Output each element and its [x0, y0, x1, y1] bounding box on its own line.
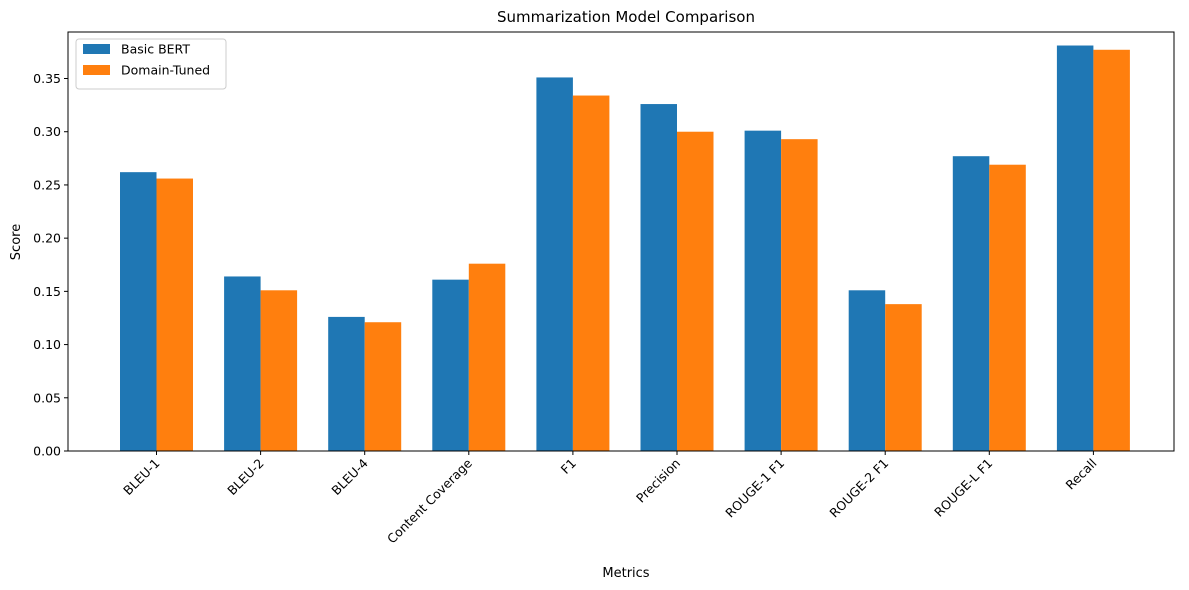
- legend: Basic BERT Domain-Tuned: [75, 38, 227, 90]
- bar-basic-bert: [224, 276, 261, 451]
- bar-basic-bert: [952, 156, 990, 451]
- bar-domain-tuned: [781, 139, 818, 451]
- bar-domain-tuned: [468, 263, 506, 451]
- x-tick-label: BLEU-4: [328, 455, 370, 497]
- bar-basic-bert: [744, 130, 782, 451]
- y-axis-label: Score: [9, 224, 24, 260]
- x-tick-label: BLEU-1: [120, 456, 162, 498]
- bar-basic-bert: [328, 316, 365, 451]
- bar-domain-tuned: [885, 304, 922, 451]
- bar-domain-tuned: [156, 178, 193, 451]
- x-tick-label: Recall: [1063, 456, 1100, 493]
- x-tick-label: ROUGE-1 F1: [722, 456, 787, 521]
- y-tick-label: 0.25: [33, 177, 61, 192]
- legend-box: [75, 38, 227, 90]
- bar-domain-tuned: [1093, 49, 1130, 451]
- y-tick-label: 0.00: [33, 444, 61, 459]
- bar-basic-bert: [1056, 45, 1094, 452]
- bar-domain-tuned: [572, 95, 610, 452]
- bars-layer: [120, 45, 1130, 452]
- bar-basic-bert: [432, 279, 469, 451]
- x-axis-label: Metrics: [602, 566, 649, 581]
- x-tick-label: BLEU-2: [224, 456, 266, 498]
- bar-domain-tuned: [989, 164, 1026, 451]
- x-axis: BLEU-1 BLEU-2 BLEU-4 Content Coverage F1 Prec…: [120, 451, 1100, 546]
- chart-title: Summarization Model Comparison: [497, 8, 755, 26]
- bar-basic-bert: [536, 77, 573, 451]
- legend-label: Domain-Tuned: [121, 63, 210, 78]
- bar-domain-tuned: [364, 322, 402, 451]
- y-tick-label: 0.15: [33, 284, 61, 299]
- x-tick-label: ROUGE-L F1: [931, 456, 995, 520]
- y-tick-label: 0.20: [33, 231, 61, 246]
- plot-frame: [67, 31, 1175, 452]
- bar-basic-bert: [848, 290, 886, 451]
- bar-domain-tuned: [260, 290, 298, 451]
- y-tick-label: 0.30: [33, 124, 61, 139]
- x-tick-label: Content Coverage: [384, 455, 475, 546]
- y-tick-label: 0.35: [33, 71, 61, 86]
- y-tick-label: 0.05: [33, 390, 61, 405]
- x-tick-label: ROUGE-2 F1: [826, 456, 891, 521]
- y-axis: 0.00 0.05 0.10 0.15 0.20 0.25 0.30 0.35: [33, 71, 68, 459]
- y-tick-label: 0.10: [33, 337, 61, 352]
- legend-swatch: [83, 65, 110, 75]
- bar-domain-tuned: [677, 131, 714, 451]
- bar-basic-bert: [120, 172, 157, 451]
- bar-basic-bert: [640, 104, 677, 452]
- x-tick-label: F1: [558, 456, 579, 477]
- legend-label: Basic BERT: [121, 42, 190, 57]
- x-tick-label: Precision: [633, 456, 683, 506]
- legend-swatch: [83, 44, 110, 54]
